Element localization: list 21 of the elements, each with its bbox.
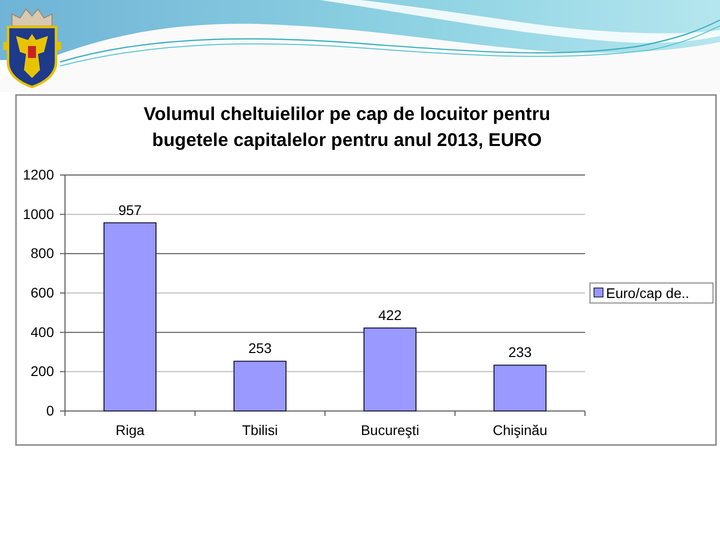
- data-label: 253: [248, 340, 272, 356]
- y-tick-label: 800: [30, 245, 54, 262]
- y-tick-label: 400: [30, 324, 54, 340]
- legend-label: Euro/cap de..: [606, 285, 690, 301]
- bar: [494, 364, 546, 412]
- x-tick-label: Bucureşti: [360, 422, 420, 438]
- y-tick-label: 1200: [22, 166, 54, 182]
- y-tick-label: 200: [30, 363, 54, 380]
- bar: [234, 360, 286, 412]
- data-label: 233: [508, 344, 532, 360]
- x-tick-label: Tbilisi: [242, 422, 278, 438]
- y-tick-label: 600: [30, 284, 54, 300]
- y-tick-label: 1000: [22, 206, 54, 222]
- data-label: 422: [378, 307, 402, 324]
- bar: [104, 222, 156, 412]
- y-tick-label: 0: [46, 402, 54, 418]
- bar: [364, 328, 416, 412]
- data-label: 957: [118, 202, 142, 218]
- chart-title: Volumul cheltuielilor pe cap de locuitor pentru bugetele capitalelor pentru anul 2013, EURO: [144, 103, 550, 150]
- x-tick-label: Chişinău: [492, 422, 548, 438]
- x-tick-label: Riga: [116, 422, 145, 438]
